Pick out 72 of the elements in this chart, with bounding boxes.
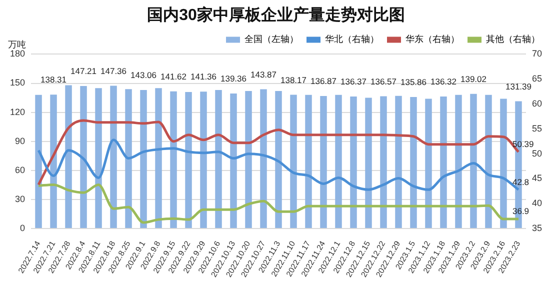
data-label: 136.87 (310, 76, 337, 86)
bar (410, 96, 417, 228)
bar (170, 91, 177, 228)
legend-label: 全国（左轴） (244, 34, 298, 44)
data-label: 36.9 (512, 206, 530, 216)
bar (320, 96, 327, 228)
bar (50, 94, 57, 228)
data-label: 138.31 (40, 74, 67, 85)
y-tick-label: 90 (15, 136, 26, 146)
bar (335, 94, 342, 228)
y-tick-label: 60 (15, 164, 26, 175)
bar (80, 86, 87, 228)
data-label: 139.36 (220, 74, 247, 84)
data-label: 136.37 (340, 76, 367, 87)
data-label: 136.57 (370, 76, 397, 86)
bar (260, 89, 267, 228)
y2-tick-label: 50 (532, 148, 542, 158)
data-label: 141.36 (190, 72, 217, 82)
y2-tick-label: 45 (532, 173, 542, 184)
bar (305, 94, 312, 228)
data-label: 42.8 (512, 176, 530, 187)
y2-tick-label: 65 (532, 74, 542, 84)
y-axis-title: 万吨 (8, 39, 26, 50)
data-label: 136.32 (430, 76, 457, 87)
bar (365, 98, 372, 228)
y-tick-label: 0 (20, 223, 26, 234)
bar (245, 91, 252, 228)
y2-tick-label: 55 (532, 123, 542, 134)
bar (395, 96, 402, 228)
y2-tick-label: 70 (532, 48, 542, 59)
bar (95, 88, 102, 228)
data-label: 50.39 (512, 138, 534, 149)
bar (350, 96, 357, 228)
bar (380, 96, 387, 228)
bar (440, 96, 447, 228)
bar (140, 90, 147, 228)
bar (125, 89, 132, 228)
legend-label: 华北（右轴） (325, 34, 379, 44)
y-tick-label: 30 (15, 194, 26, 204)
bar (110, 86, 117, 228)
data-label: 147.21 (70, 66, 97, 76)
data-label: 138.17 (280, 74, 307, 85)
bar (200, 92, 207, 228)
bar (275, 91, 282, 228)
bar (215, 90, 222, 228)
bar (425, 98, 432, 228)
y2-tick-label: 40 (532, 198, 542, 208)
chart-title: 国内30家中厚板企业产量走势对比图 (147, 5, 405, 24)
bar (290, 94, 297, 228)
data-label: 131.39 (505, 81, 532, 92)
bar (470, 94, 477, 228)
bar (65, 85, 72, 228)
bar (185, 92, 192, 228)
legend-label: 华东（右轴） (406, 34, 460, 44)
y2-tick-label: 60 (532, 98, 542, 108)
bar (455, 94, 462, 228)
y-tick-label: 120 (10, 106, 26, 117)
y-tick-label: 180 (10, 48, 26, 59)
legend-label: 其他（右轴） (486, 34, 540, 44)
data-label: 139.02 (460, 74, 487, 84)
bar (230, 94, 237, 228)
bar (155, 88, 162, 228)
y-tick-label: 150 (10, 78, 26, 88)
data-label: 143.87 (250, 69, 277, 80)
data-label: 141.62 (160, 71, 187, 82)
bar (500, 98, 507, 228)
data-label: 135.86 (400, 77, 427, 88)
bar (485, 94, 492, 228)
data-label: 143.06 (130, 70, 157, 80)
data-label: 147.36 (100, 66, 127, 76)
bar (35, 94, 42, 228)
y2-tick-label: 35 (532, 223, 542, 234)
